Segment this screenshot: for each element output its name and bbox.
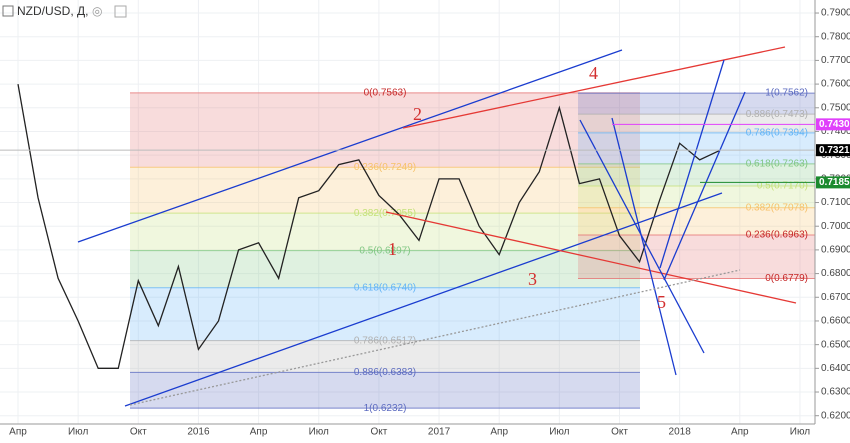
price-label-bg — [816, 144, 850, 157]
x-tick-label: Окт — [370, 427, 387, 438]
fib-trend — [129, 269, 741, 406]
fib-label: 0.382(0.7078) — [746, 202, 808, 213]
fib-label: 0(0.7563) — [364, 87, 407, 98]
price-line — [17, 83, 721, 369]
settings-icon[interactable] — [114, 5, 127, 18]
fib-label: 0(0.6779) — [765, 273, 808, 284]
fib-band — [130, 167, 640, 214]
y-tick-label: 0.7400 — [821, 126, 850, 137]
price-label: 0.7185 — [819, 177, 850, 188]
trend-line — [663, 91, 746, 281]
axes: 0.6200 0.6300 0.6400 0.6500 0.6600 0.6700 0.68… — [0, 8, 850, 438]
fib-label: 0.236(0.6963) — [746, 230, 808, 241]
y-tick-label: 0.6900 — [821, 245, 850, 256]
trend-line — [579, 119, 705, 354]
y-tick-label: 0.6500 — [821, 339, 850, 350]
price-label-bg — [816, 118, 850, 131]
x-tick-label: Апр — [9, 427, 27, 438]
fib-band — [130, 213, 640, 251]
fib-band — [130, 372, 640, 409]
eye-icon[interactable]: ◎ — [92, 4, 102, 18]
fib-band — [130, 340, 640, 373]
y-tick-label: 0.7900 — [821, 8, 850, 19]
price-label: 0.7430 — [819, 119, 850, 130]
fib-label: 0.618(0.6740) — [354, 282, 416, 293]
fib-band — [578, 163, 815, 186]
fib-band — [578, 234, 815, 279]
x-tick-label: 2016 — [187, 427, 210, 438]
x-tick-label: 2018 — [669, 427, 692, 438]
x-tick-label: Июл — [549, 427, 569, 438]
fib-band — [130, 287, 640, 341]
price — [17, 83, 721, 369]
trend-line — [124, 192, 723, 407]
x-tick-label: Апр — [490, 427, 508, 438]
trend-line — [659, 59, 725, 269]
x-tick-label: Июл — [790, 427, 810, 438]
y-tick-label: 0.7100 — [821, 197, 850, 208]
fib-band — [130, 250, 640, 288]
fib-band — [130, 92, 640, 168]
fib-label: 0.5(0.6897) — [359, 245, 410, 256]
fibonacci: 0(0.7563) 0.236(0.7249) 0.382(0.7055) 0.5(0… — [130, 87, 815, 414]
trend-line — [385, 211, 797, 304]
x-tick-label: Апр — [731, 427, 749, 438]
wave-label: 4 — [589, 63, 598, 83]
trend-line — [402, 46, 786, 129]
y-tick-label: 0.6300 — [821, 387, 850, 398]
fib-label: 0.786(0.7394) — [746, 128, 808, 139]
price-label: 0.7321 — [819, 145, 850, 156]
y-tick-label: 0.6600 — [821, 316, 850, 327]
y-axis — [815, 0, 850, 438]
wave-label: 3 — [528, 269, 537, 289]
grid — [0, 0, 815, 424]
x-tick-label: Июл — [68, 427, 88, 438]
fib-label: 0.886(0.6383) — [354, 367, 416, 378]
trend-line — [77, 49, 623, 243]
fib-band — [578, 185, 815, 208]
wave-label: 5 — [657, 292, 666, 312]
x-tick-label: Окт — [611, 427, 628, 438]
fib-label: 0.786(0.6517) — [354, 335, 416, 346]
y-tick-label: 0.7800 — [821, 31, 850, 42]
y-tick-label: 0.6400 — [821, 363, 850, 374]
fib-label: 1(0.6232) — [364, 403, 407, 414]
y-tick-label: 0.6200 — [821, 410, 850, 421]
x-tick-label: Июл — [309, 427, 329, 438]
price-label-bg — [816, 176, 850, 189]
fib-label: 0.382(0.7055) — [354, 208, 416, 219]
fib-label: 0.5(0.7170) — [757, 181, 808, 192]
y-tick-label: 0.7000 — [821, 221, 850, 232]
fib-label: 1(0.7562) — [765, 88, 808, 99]
fib-label: 0.236(0.7249) — [354, 162, 416, 173]
fib-band — [578, 93, 815, 115]
y-tick-label: 0.6800 — [821, 268, 850, 279]
wave-label: 1 — [388, 239, 397, 259]
fib-label: 0.886(0.7473) — [746, 109, 808, 120]
fib-label: 0.618(0.7263) — [746, 159, 808, 170]
fib-band — [578, 114, 815, 133]
y-tick-label: 0.7500 — [821, 102, 850, 113]
chart-title: NZD/USD, Д, — [17, 4, 88, 18]
trend-lines — [77, 46, 797, 407]
wave-label: 2 — [413, 104, 422, 124]
y-tick-label: 0.7600 — [821, 79, 850, 90]
x-tick-label: 2017 — [428, 427, 451, 438]
x-tick-label: Апр — [250, 427, 268, 438]
y-tick-label: 0.6700 — [821, 292, 850, 303]
collapse-icon[interactable] — [2, 5, 14, 17]
x-tick-label: Окт — [130, 427, 147, 438]
y-tick-label: 0.7700 — [821, 55, 850, 66]
trend-line — [611, 117, 677, 376]
